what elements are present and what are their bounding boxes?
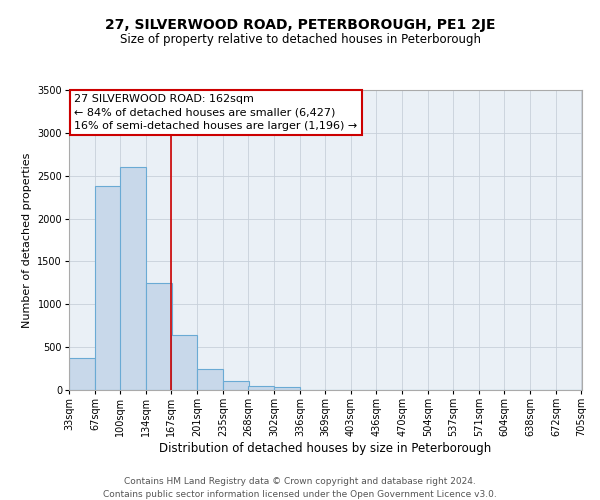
Bar [248,386,274,390]
Bar [197,368,223,390]
X-axis label: Distribution of detached houses by size in Peterborough: Distribution of detached houses by size … [160,442,491,455]
Bar [223,382,249,390]
Y-axis label: Number of detached properties: Number of detached properties [22,152,32,328]
Bar [146,283,172,390]
Bar [120,167,146,390]
Bar [274,388,300,390]
Bar [172,335,197,390]
Text: Contains HM Land Registry data © Crown copyright and database right 2024.: Contains HM Land Registry data © Crown c… [124,478,476,486]
Text: 27 SILVERWOOD ROAD: 162sqm
← 84% of detached houses are smaller (6,427)
16% of s: 27 SILVERWOOD ROAD: 162sqm ← 84% of deta… [74,94,358,131]
Text: 27, SILVERWOOD ROAD, PETERBOROUGH, PE1 2JE: 27, SILVERWOOD ROAD, PETERBOROUGH, PE1 2… [105,18,495,32]
Bar [69,358,95,390]
Bar [95,186,121,390]
Text: Size of property relative to detached houses in Peterborough: Size of property relative to detached ho… [119,32,481,46]
Text: Contains public sector information licensed under the Open Government Licence v3: Contains public sector information licen… [103,490,497,499]
